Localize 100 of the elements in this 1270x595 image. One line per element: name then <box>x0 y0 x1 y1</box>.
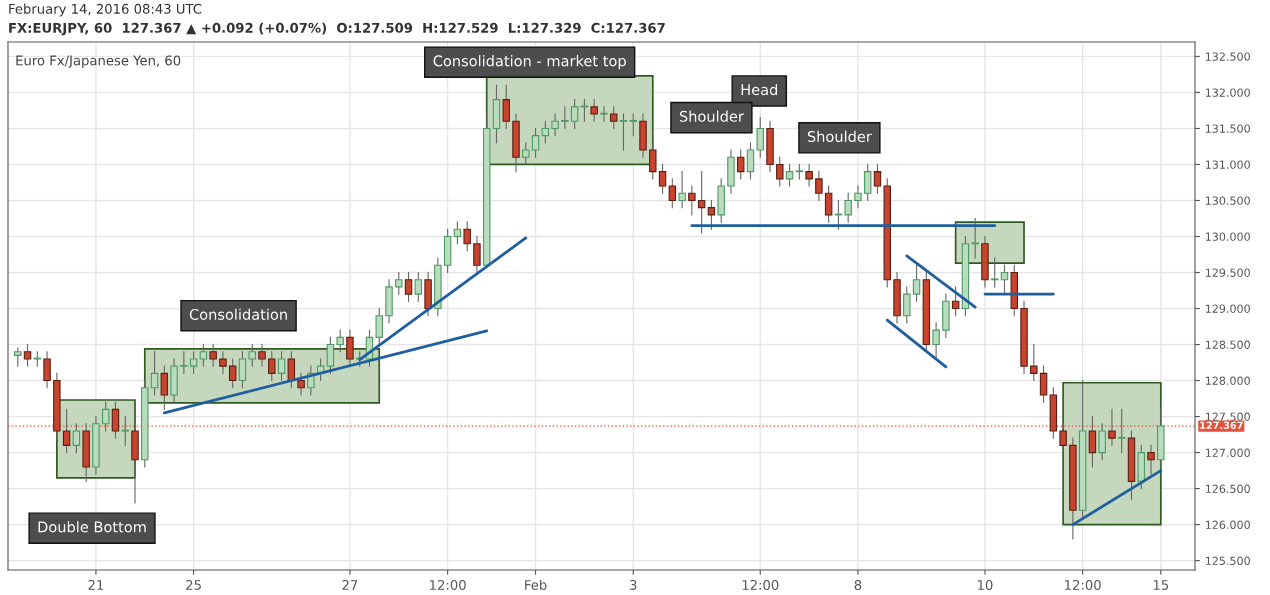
candlestick <box>238 351 247 389</box>
annotation: Consolidation - market top <box>433 55 626 70</box>
candlestick <box>297 372 305 396</box>
candlestick <box>268 351 276 382</box>
candlestick <box>453 221 462 245</box>
candlestick <box>258 343 266 367</box>
y-tick-label: 128.500 <box>1205 340 1250 349</box>
candlestick <box>824 185 833 223</box>
y-tick-label: 128.000 <box>1205 376 1250 385</box>
y-tick-label: 130.500 <box>1205 196 1250 205</box>
candlestick <box>189 351 198 374</box>
x-tick-label: 12:00 <box>430 579 466 590</box>
candlestick <box>805 163 813 187</box>
candlestick <box>551 113 559 137</box>
candlestick <box>678 171 686 209</box>
y-tick-label: 131.000 <box>1205 160 1250 169</box>
candlestick <box>649 142 657 180</box>
x-tick-label: 21 <box>88 579 104 590</box>
candlestick <box>912 264 921 302</box>
x-tick-label: 12:00 <box>742 579 779 590</box>
candlestick <box>561 106 569 129</box>
candlestick <box>1147 444 1155 475</box>
candlestick <box>863 163 872 202</box>
candlestick <box>219 351 227 374</box>
x-tick-label: 3 <box>630 579 637 590</box>
candlestick <box>395 271 403 295</box>
candlestick <box>463 221 471 252</box>
candlestick <box>23 343 32 367</box>
x-tick-label: 15 <box>1153 580 1169 590</box>
y-tick-label: 132.500 <box>1205 52 1250 61</box>
y-tick-label: 127.500 <box>1205 412 1250 421</box>
candlestick <box>531 127 540 158</box>
candlestick <box>1030 343 1038 382</box>
candlestick <box>277 351 286 382</box>
candlestick <box>951 286 960 317</box>
candlestick <box>43 351 51 389</box>
candlestick <box>541 120 550 144</box>
candlestick <box>72 423 81 454</box>
x-tick-label: 8 <box>854 579 862 590</box>
y-tick-label: 131.500 <box>1205 124 1250 133</box>
candlestick <box>180 351 188 374</box>
candlestick <box>570 99 579 129</box>
candlestick <box>502 84 510 129</box>
candlestick <box>629 113 637 137</box>
candlestick <box>932 322 940 360</box>
annotation: Head <box>741 83 778 96</box>
candlestick <box>473 235 481 274</box>
annotation: Shoulder <box>679 110 744 122</box>
candlestick <box>658 163 667 194</box>
y-tick-label: 132.000 <box>1205 88 1250 97</box>
candlestick <box>756 117 764 158</box>
y-tick-label: 126.000 <box>1205 520 1250 529</box>
candlestick <box>776 156 784 187</box>
candlestick <box>346 329 354 367</box>
candlestick <box>903 286 911 324</box>
candlestick <box>707 199 716 230</box>
x-tick-label: 10 <box>978 579 993 590</box>
y-tick-label: 130.000 <box>1205 232 1250 241</box>
candlestick <box>111 401 120 439</box>
text: Euro Fx/Japanese Yen, 60 <box>16 55 181 68</box>
candlestick <box>580 99 589 122</box>
y-tick-label: 129.500 <box>1205 268 1250 277</box>
candlestick <box>854 185 862 209</box>
candlestick <box>287 351 296 389</box>
candlestick <box>873 163 882 194</box>
candlestick <box>746 142 755 180</box>
candlestick <box>844 192 852 223</box>
candlestick <box>688 185 696 216</box>
candlestick <box>209 343 217 367</box>
candlestick <box>1108 408 1116 446</box>
candlestick <box>697 171 706 234</box>
candlestick <box>404 271 413 302</box>
candlestick <box>150 351 159 396</box>
chart-subtitle: FX:EURJPY, 60 127.367 ▲ +0.092 (+0.07%) O:127.509 H:127.529 L:127.329 C:127.367 <box>9 22 665 36</box>
annotation: Consolidation <box>189 308 287 320</box>
candlestick <box>121 416 129 446</box>
x-tick-label: 25 <box>186 579 201 590</box>
candlestick <box>619 113 628 151</box>
candlestick <box>228 358 237 389</box>
x-tick-label: Feb <box>525 579 547 590</box>
y-tick-label: 127.000 <box>1205 448 1250 457</box>
candlestick <box>160 365 169 410</box>
candlestick <box>414 271 423 302</box>
candlestick <box>1039 365 1048 403</box>
y-tick-label: 126.500 <box>1205 484 1250 493</box>
x-tick-label: 27 <box>342 579 358 590</box>
candlestick <box>600 106 608 122</box>
candlestick <box>62 408 71 454</box>
ref-line-label: 127.367 <box>1200 421 1243 429</box>
annotation: Double Bottom <box>38 521 146 533</box>
annotation: Shoulder <box>807 130 872 143</box>
text: February 14, 2016 08:43 UTC <box>9 3 202 17</box>
candlestick <box>1059 423 1067 454</box>
candlestick <box>736 149 745 180</box>
candlestick <box>1088 416 1097 468</box>
candlestick <box>1098 423 1106 461</box>
candlestick <box>1117 408 1126 454</box>
candlestick <box>785 163 794 187</box>
candlestick <box>815 171 823 202</box>
candlestick <box>14 347 22 367</box>
